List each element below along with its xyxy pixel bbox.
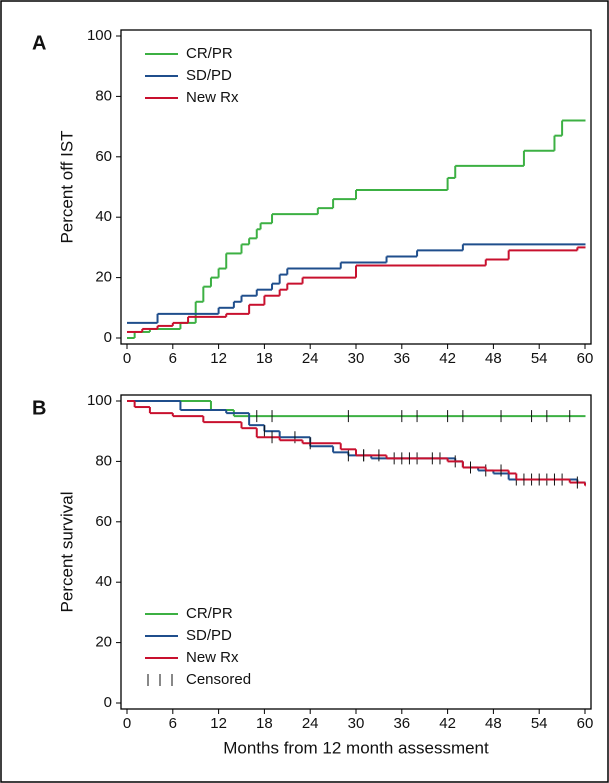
y-tick-label: 60: [95, 148, 112, 165]
y-tick-label: 100: [87, 27, 112, 44]
x-tick-label: 18: [256, 715, 273, 732]
x-tick-label: 30: [348, 715, 365, 732]
x-tick-label: 18: [256, 350, 273, 367]
y-tick-label: 0: [104, 329, 112, 346]
y-tick-label: 0: [104, 694, 112, 711]
y-tick-label: 80: [95, 87, 112, 104]
x-tick-label: 60: [577, 350, 594, 367]
y-tick-label: 20: [95, 269, 112, 286]
x-tick-label: 42: [439, 715, 456, 732]
x-tick-label: 42: [439, 350, 456, 367]
y-tick-label: 100: [87, 392, 112, 409]
legend-label: Censored: [186, 671, 251, 688]
x-tick-label: 54: [531, 715, 548, 732]
x-tick-label: 24: [302, 715, 319, 732]
x-tick-label: 6: [169, 715, 177, 732]
legend-label: New Rx: [186, 649, 239, 666]
y-axis-title: Percent off IST: [57, 130, 76, 243]
x-tick-label: 54: [531, 350, 548, 367]
legend-label: CR/PR: [186, 45, 233, 62]
x-tick-label: 0: [123, 350, 131, 367]
y-tick-label: 60: [95, 513, 112, 530]
y-axis-title: Percent survival: [57, 492, 76, 613]
y-tick-label: 20: [95, 634, 112, 651]
y-tick-label: 40: [95, 208, 112, 225]
legend-label: SD/PD: [186, 67, 232, 84]
legend-label: SD/PD: [186, 627, 232, 644]
x-tick-label: 0: [123, 715, 131, 732]
x-tick-label: 12: [210, 715, 227, 732]
legend-label: CR/PR: [186, 605, 233, 622]
x-tick-label: 24: [302, 350, 319, 367]
panel-label: B: [32, 397, 46, 419]
panel-label: A: [32, 32, 46, 54]
x-axis-title: Months from 12 month assessment: [223, 738, 489, 757]
x-tick-label: 48: [485, 350, 502, 367]
legend-label: New Rx: [186, 89, 239, 106]
x-tick-label: 36: [393, 715, 410, 732]
x-tick-label: 60: [577, 715, 594, 732]
x-tick-label: 48: [485, 715, 502, 732]
x-tick-label: 36: [393, 350, 410, 367]
y-tick-label: 40: [95, 573, 112, 590]
y-tick-label: 80: [95, 452, 112, 469]
x-tick-label: 12: [210, 350, 227, 367]
x-tick-label: 30: [348, 350, 365, 367]
x-tick-label: 6: [169, 350, 177, 367]
